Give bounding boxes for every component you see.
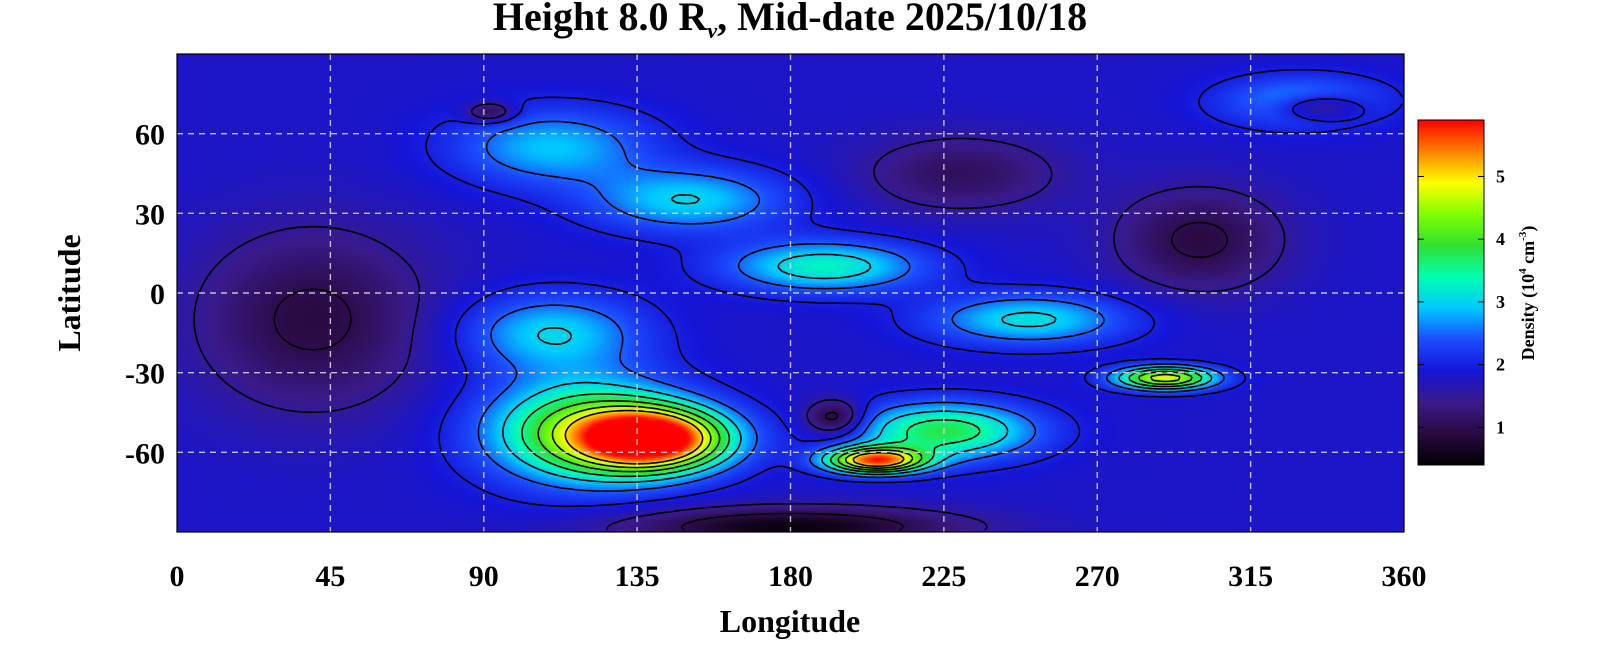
contour-level-3 xyxy=(502,194,1213,484)
x-tick-label: 360 xyxy=(1382,560,1427,593)
x-axis-ticks: 0 45 90 135 180 225 270 315 360 xyxy=(170,560,1427,593)
x-tick-label: 180 xyxy=(768,560,813,593)
colorbar-tick-label: 1 xyxy=(1496,417,1505,437)
x-tick-label: 315 xyxy=(1228,560,1273,593)
chart-title: Height 8.0 Rν, Mid-date 2025/10/18 xyxy=(493,0,1087,43)
title-subscript: ν xyxy=(707,18,717,43)
contour-level-2 xyxy=(425,68,1404,508)
contour-level-1 xyxy=(273,221,1229,531)
colorbar-tick-label: 2 xyxy=(1496,355,1505,375)
x-axis-label: Longitude xyxy=(720,603,860,639)
colorbar-gradient xyxy=(1417,119,1485,466)
colorbar-label: Density (104 cm-3) xyxy=(1517,226,1539,361)
contour-level-3-5 xyxy=(521,368,1203,478)
x-tick-label: 90 xyxy=(469,560,499,593)
x-tick-label: 45 xyxy=(315,560,345,593)
plot-frame xyxy=(176,53,1405,533)
colorbar-tick-label: 5 xyxy=(1496,166,1505,186)
grid-lines xyxy=(177,54,1404,532)
colorbar-tick-label: 3 xyxy=(1496,292,1505,312)
colorbar: 1 2 3 4 5 Density (104 cm-3) xyxy=(1417,119,1539,466)
colorbar-ticks: 1 2 3 4 5 xyxy=(1418,166,1505,437)
contour-level-1-5 xyxy=(193,103,1286,531)
y-axis-ticks: 60 30 0 -30 -60 xyxy=(125,119,165,471)
plot-area xyxy=(176,53,1405,533)
contour-level-4-5 xyxy=(551,373,1181,469)
y-tick-label: 0 xyxy=(150,278,165,311)
contour-level-5 xyxy=(564,409,905,467)
colorbar-tick-label: 4 xyxy=(1496,229,1505,249)
x-tick-label: 270 xyxy=(1075,560,1120,593)
contour-lines xyxy=(193,68,1404,531)
x-tick-label: 225 xyxy=(921,560,966,593)
y-tick-label: 30 xyxy=(135,198,165,231)
x-tick-label: 135 xyxy=(615,560,660,593)
y-tick-label: -60 xyxy=(125,437,165,470)
y-tick-label: -30 xyxy=(125,358,165,391)
x-tick-label: 0 xyxy=(170,560,185,593)
y-tick-label: 60 xyxy=(135,119,165,152)
y-axis-label: Latitude xyxy=(51,234,87,351)
